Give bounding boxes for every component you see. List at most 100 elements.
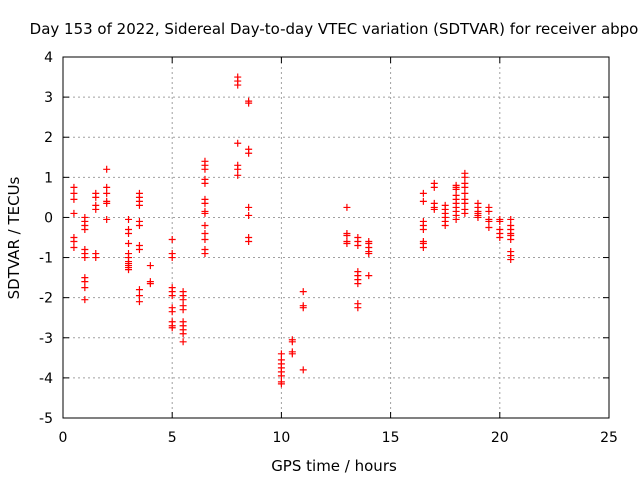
y-tick-label: -1 bbox=[39, 251, 53, 267]
data-point bbox=[430, 183, 438, 191]
data-point bbox=[125, 229, 133, 237]
data-point bbox=[92, 193, 100, 201]
data-point bbox=[81, 278, 89, 286]
data-point bbox=[354, 280, 362, 288]
y-tick-label: -5 bbox=[39, 411, 53, 427]
data-point bbox=[461, 173, 469, 181]
axes: 0 5 10 15 20 25 -5 -4 -3 -2 -1 0 1 2 3 4 bbox=[39, 50, 618, 446]
data-point bbox=[81, 284, 89, 292]
data-point bbox=[81, 225, 89, 233]
data-point bbox=[234, 81, 242, 89]
data-point bbox=[245, 211, 253, 219]
data-point bbox=[168, 292, 176, 300]
data-point bbox=[277, 372, 285, 380]
data-point bbox=[135, 292, 143, 300]
x-tick-label: 5 bbox=[168, 430, 177, 446]
data-point bbox=[135, 286, 143, 294]
data-point bbox=[234, 165, 242, 173]
grid-lines bbox=[63, 57, 609, 418]
data-point bbox=[135, 298, 143, 306]
data-point bbox=[496, 234, 504, 241]
data-point bbox=[245, 149, 253, 157]
x-tick-label: 15 bbox=[382, 430, 400, 446]
x-tick-label: 20 bbox=[491, 430, 509, 446]
data-point bbox=[70, 244, 78, 252]
data-point bbox=[125, 266, 133, 274]
data-point bbox=[234, 139, 242, 147]
chart-title: Day 153 of 2022, Sidereal Day-to-day VTE… bbox=[30, 20, 639, 38]
data-point bbox=[135, 246, 143, 254]
data-point bbox=[103, 183, 111, 191]
data-point bbox=[135, 201, 143, 209]
data-point bbox=[343, 240, 351, 248]
data-point bbox=[168, 236, 176, 244]
data-point bbox=[461, 199, 469, 207]
x-tick-label: 10 bbox=[272, 430, 290, 446]
data-point bbox=[461, 189, 469, 197]
data-point bbox=[146, 262, 154, 270]
data-point bbox=[452, 215, 460, 223]
data-point bbox=[103, 189, 111, 197]
data-point bbox=[70, 183, 78, 191]
data-point bbox=[461, 209, 469, 217]
data-point bbox=[245, 203, 253, 211]
data-point bbox=[201, 221, 209, 229]
x-tick-label: 25 bbox=[600, 430, 618, 446]
data-point bbox=[419, 189, 427, 197]
data-point bbox=[474, 213, 482, 221]
data-point bbox=[299, 366, 307, 374]
data-point bbox=[201, 209, 209, 217]
data-point bbox=[146, 280, 154, 288]
data-point bbox=[168, 308, 176, 316]
y-tick-label: 1 bbox=[44, 170, 53, 186]
data-point bbox=[201, 179, 209, 187]
data-point bbox=[365, 250, 373, 258]
data-point bbox=[354, 242, 362, 250]
data-point bbox=[485, 207, 493, 215]
data-point bbox=[461, 183, 469, 191]
data-point bbox=[288, 350, 296, 358]
data-point bbox=[201, 250, 209, 258]
data-point bbox=[103, 165, 111, 173]
data-point bbox=[485, 217, 493, 225]
data-point bbox=[92, 254, 100, 262]
data-point bbox=[179, 296, 187, 304]
data-point bbox=[354, 304, 362, 312]
data-point bbox=[441, 221, 449, 229]
data-point bbox=[299, 304, 307, 312]
data-point bbox=[70, 238, 78, 246]
data-point bbox=[103, 199, 111, 207]
data-point bbox=[179, 338, 187, 346]
y-tick-label: -4 bbox=[39, 371, 53, 387]
data-point bbox=[168, 254, 176, 262]
data-point bbox=[81, 254, 89, 262]
y-tick-label: -2 bbox=[39, 291, 53, 307]
y-tick-label: -3 bbox=[39, 331, 53, 347]
data-point bbox=[81, 296, 89, 304]
plot-frame bbox=[62, 56, 610, 419]
data-point bbox=[201, 165, 209, 173]
data-point bbox=[103, 215, 111, 223]
y-tick-label: 2 bbox=[44, 130, 53, 146]
data-point bbox=[70, 189, 78, 197]
data-point bbox=[507, 215, 515, 223]
data-point bbox=[201, 229, 209, 237]
data-point bbox=[201, 199, 209, 207]
data-point bbox=[277, 350, 285, 358]
data-point bbox=[277, 380, 285, 388]
data-point bbox=[485, 223, 493, 231]
y-axis-label: SDTVAR / TECUs bbox=[5, 176, 23, 299]
y-tick-label: 4 bbox=[44, 50, 53, 66]
data-point bbox=[430, 205, 438, 213]
data-point bbox=[507, 236, 515, 244]
data-point bbox=[168, 324, 176, 332]
data-point bbox=[343, 231, 351, 239]
data-point bbox=[419, 244, 427, 252]
data-point bbox=[70, 209, 78, 217]
data-point bbox=[288, 338, 296, 346]
data-points bbox=[70, 73, 515, 388]
data-point bbox=[365, 272, 373, 280]
data-point bbox=[245, 238, 253, 246]
